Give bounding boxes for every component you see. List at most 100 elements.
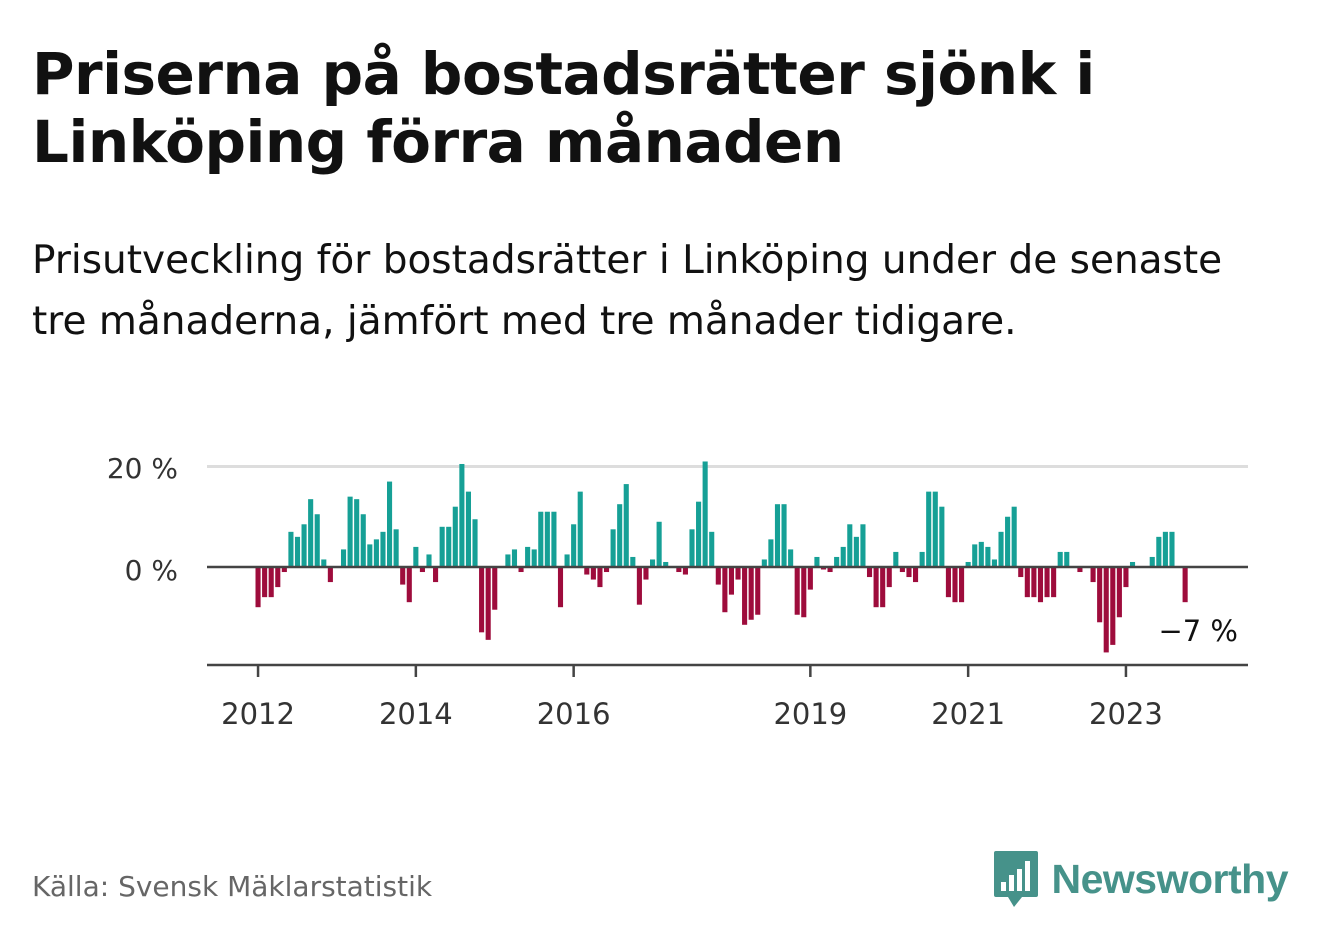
bar [360,514,366,567]
bar [781,504,787,567]
x-tick-label: 2021 [931,697,1005,731]
bar [926,491,932,568]
bar [709,531,715,568]
bar [577,491,583,568]
bar [656,521,662,567]
bar [584,567,590,575]
bar [853,536,859,567]
bar [860,524,866,567]
bar [952,567,958,603]
bar [932,491,938,568]
bar [1123,567,1129,588]
bar [340,549,347,567]
x-axis-ticks: 2012 2014 2016 2019 2021 2023 [221,665,1163,731]
bar [544,511,550,568]
bar [511,549,518,567]
bar [472,519,478,567]
bar [294,536,301,567]
bar [531,549,537,567]
bar [676,567,682,573]
bar [275,567,281,588]
newsworthy-logo: Newsworthy [992,848,1288,910]
bar [998,531,1004,568]
bar [281,567,287,573]
bar [965,561,971,568]
bar [373,539,379,567]
bar [571,524,577,567]
bar [755,567,761,615]
bar [551,511,557,568]
bar [426,554,432,567]
bar [590,567,596,580]
bar [485,567,491,640]
bar [978,541,984,568]
bar [1057,551,1063,567]
bar [1037,567,1044,603]
bar [308,499,314,567]
page-title: Priserna på bostadsrätter sjönk i Linköp… [32,40,1095,176]
bar [623,484,629,567]
bar [866,567,873,578]
bar [314,514,320,567]
bar [262,567,268,598]
bar [630,556,636,567]
bar [1169,531,1175,568]
bar [985,546,991,567]
bar-chart: 2012 2014 2016 2019 2021 2023 20 % 0 % −7 % [107,452,1248,731]
bar [367,544,373,567]
bar [847,524,853,567]
bar [1129,561,1136,568]
x-tick-label: 2016 [537,697,611,731]
x-tick-label: 2012 [221,697,295,731]
bar [768,539,774,567]
bar [518,567,524,573]
bar [419,567,425,573]
bar [452,506,458,567]
bar [597,567,603,588]
bar [696,501,702,568]
bar [446,526,452,567]
bar [347,496,353,567]
bar-chart-speech-bubble-icon [993,851,1038,907]
bar [820,567,827,570]
bar [873,567,879,608]
y-tick-label-0: 0 % [125,554,178,587]
bar [1018,567,1024,578]
bar [1077,567,1083,573]
bar [945,567,951,598]
bar [650,559,656,567]
bar [1051,567,1057,598]
bar [321,559,327,567]
bar [1110,567,1116,645]
bar [1103,567,1109,653]
bar [899,567,905,573]
bar [301,524,307,567]
bar [991,559,997,567]
bar [479,567,485,633]
bar [1182,567,1188,603]
bar [439,526,445,567]
bar [255,567,261,608]
bar [564,554,570,567]
bar [433,567,439,583]
bar [814,556,820,567]
bar [1149,556,1155,567]
bar [1097,567,1103,623]
bar [603,567,610,573]
bar [722,567,728,613]
bar [1005,516,1011,567]
y-tick-label-20: 20 % [107,452,178,485]
last-value-annotation: −7 % [1158,614,1238,648]
bar [492,567,498,610]
bar [663,561,669,568]
bar [354,499,360,567]
x-tick-label: 2019 [773,697,847,731]
bar [400,567,406,585]
bar [807,567,813,590]
bar [893,551,899,567]
bar [788,549,794,567]
bar [728,567,734,595]
bar [406,567,412,603]
bar [1011,506,1017,567]
x-tick-label: 2014 [379,697,453,731]
